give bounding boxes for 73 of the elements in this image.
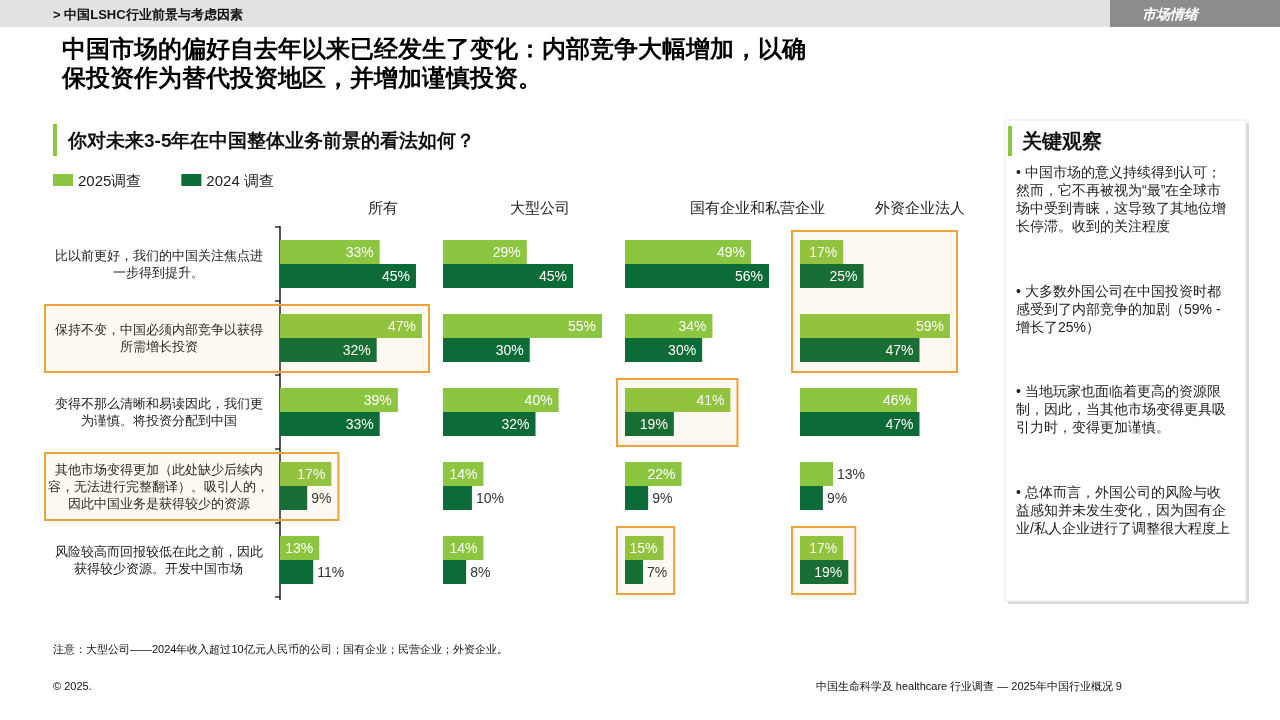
text: 注意：大型公司——2024年收入超过10亿元人民币的公司；国有企业；民营企业；外资企业。	[53, 643, 508, 655]
bar	[625, 240, 751, 264]
bar	[625, 486, 649, 510]
y-tick-label: 保持不变，中国必须内部竞争以获得所需增长投资	[54, 322, 263, 354]
y-tick-label: 比以前更好，我们的中国关注焦点进一步得到提升。	[54, 248, 263, 280]
bar	[800, 388, 917, 412]
chart-title: 国有企业和私营企业	[689, 199, 825, 216]
data-label: 22%	[647, 466, 676, 482]
text: 中国生命科学及 healthcare 行业调查 — 2025年中国行业概况 9	[815, 680, 1122, 692]
data-label: 46%	[882, 392, 911, 408]
data-label: 47%	[885, 416, 914, 432]
bar	[625, 338, 703, 362]
bar	[280, 264, 416, 288]
data-label: 13%	[837, 466, 866, 482]
bar	[800, 486, 823, 510]
y-tick-label: 风险较高而回报较低在此之前，因此获得较少资源。开发中国市场	[54, 544, 263, 576]
text: > 中国LSHC行业前景与考虑因素	[53, 7, 243, 22]
bar	[625, 560, 643, 584]
data-label: 25%	[829, 268, 858, 284]
data-label: 9%	[652, 490, 673, 506]
bar	[280, 240, 380, 264]
data-label: 45%	[381, 268, 410, 284]
y-tick-label: 变得不那么清晰和易读因此，我们更为谨慎。将投资分配到中国	[54, 396, 263, 428]
data-label: 11%	[317, 564, 345, 580]
data-label: 39%	[363, 392, 392, 408]
legend-label: 2025调查	[78, 171, 142, 189]
text: • 大多数外国公司在中国投资时都感受到了内部竞争的加剧（59% - 增长了25%）	[1015, 282, 1225, 335]
text: 你对未来3-5年在中国整体业务前景的看法如何？	[67, 130, 476, 151]
data-label: 9%	[826, 490, 848, 506]
bar	[800, 314, 950, 338]
text: © 2025.	[53, 680, 92, 692]
bar	[800, 462, 834, 486]
data-label: 17%	[297, 466, 326, 482]
text: • 中国市场的意义持续得到认可；然而，它不再被视为“最”在全球市场中受到青睐，这导致了其地位增长停滞。收到的关注程度	[1015, 164, 1226, 234]
data-label: 15%	[629, 540, 658, 556]
data-label: 17%	[809, 244, 838, 260]
data-label: 9%	[311, 490, 332, 506]
data-label: 32%	[342, 342, 371, 358]
data-label: 30%	[668, 342, 697, 358]
text: • 总体而言，外国公司的风险与收益感知并未发生变化，因为国有企业/私人企业进行了调整很大程度上	[1016, 484, 1230, 536]
data-label: 19%	[814, 564, 843, 580]
bar	[800, 264, 864, 288]
data-label: 19%	[639, 416, 668, 432]
bar	[280, 388, 398, 412]
bar	[800, 338, 920, 362]
text: 关键观察	[1021, 130, 1102, 152]
data-label: 47%	[885, 342, 914, 358]
text: 市场情绪	[1142, 6, 1200, 22]
chart-title: 所有	[368, 199, 398, 216]
data-label: 56%	[734, 268, 763, 284]
y-tick-label: 其他市场变得更加（此处缺少后续内容，无法进行完整翻译）。吸引人的，因此中国业务是获得较少的资源	[48, 461, 269, 511]
data-label: 17%	[809, 540, 838, 556]
data-label: 49%	[716, 244, 745, 260]
data-label: 7%	[647, 564, 668, 580]
bar	[280, 314, 422, 338]
bar	[280, 486, 308, 510]
bar	[280, 412, 380, 436]
data-label: 34%	[678, 318, 707, 334]
data-label: 33%	[345, 416, 374, 432]
data-label: 33%	[345, 244, 374, 260]
bar	[625, 314, 713, 338]
bar	[800, 412, 920, 436]
bar	[280, 560, 314, 584]
text: • 当地玩家也面临着更高的资源限制，因此，当其他市场变得更具吸引力时，变得更加谨慎。	[1016, 383, 1226, 436]
data-label: 59%	[915, 318, 944, 334]
bar	[625, 264, 769, 288]
chart-title: 外资企业法人	[875, 199, 965, 216]
data-label: 47%	[387, 318, 416, 334]
text: 中国市场的偏好自去年以来已经发生了变化：内部竞争大幅增加，以确保投资作为替代投资地区，并增加谨慎投资。	[61, 35, 806, 91]
data-label: 13%	[285, 540, 314, 556]
data-label: 41%	[696, 392, 725, 408]
bar	[280, 338, 377, 362]
legend-label: 2024 调查	[206, 171, 274, 189]
